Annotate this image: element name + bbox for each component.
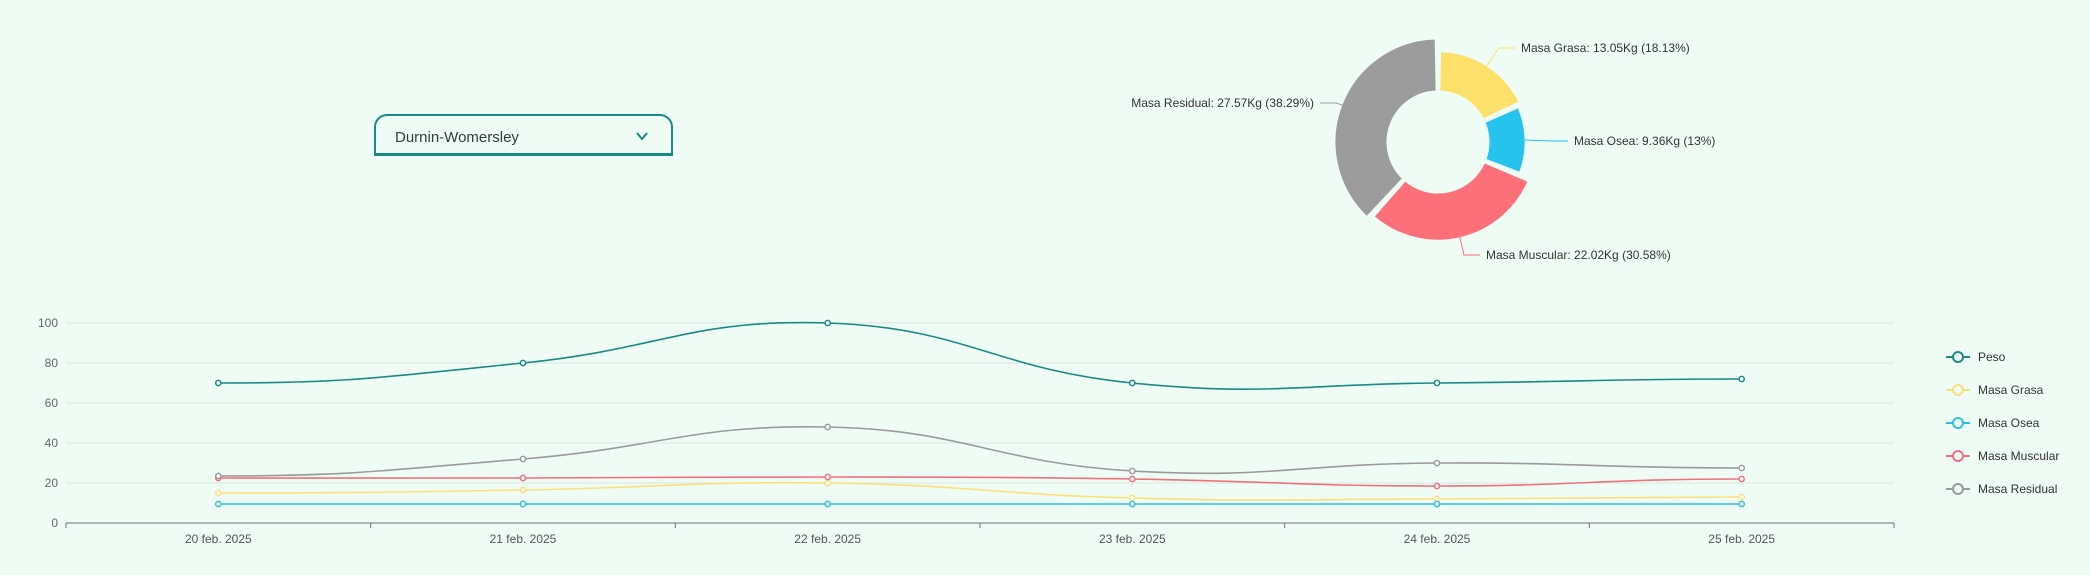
- data-point-masa-osea: [824, 500, 832, 508]
- x-tick-label: 24 feb. 2025: [1404, 532, 1471, 546]
- data-point-masa-grasa: [1738, 493, 1746, 501]
- data-point-masa-grasa: [519, 486, 527, 494]
- legend-label: Peso: [1978, 350, 2006, 364]
- data-point-masa-osea: [214, 500, 222, 508]
- pie-slice-masa-grasa: [1437, 49, 1522, 122]
- pie-slice-masa-residual: [1332, 36, 1439, 220]
- data-point-masa-residual: [824, 423, 832, 431]
- y-tick-label: 20: [45, 476, 59, 490]
- x-tick-label: 25 feb. 2025: [1708, 532, 1775, 546]
- y-tick-label: 100: [38, 316, 58, 330]
- data-point-masa-grasa: [1433, 495, 1441, 503]
- data-point-peso: [1128, 379, 1136, 387]
- data-point-masa-muscular: [1128, 475, 1136, 483]
- data-point-peso: [1738, 375, 1746, 383]
- data-point-masa-osea: [519, 500, 527, 508]
- data-point-peso: [519, 359, 527, 367]
- legend-label: Masa Grasa: [1978, 383, 2044, 397]
- data-point-masa-residual: [214, 472, 222, 480]
- data-point-masa-muscular: [214, 474, 222, 482]
- pie-label-masa-grasa: Masa Grasa: 13.05Kg (18.13%): [1521, 41, 1690, 55]
- method-select[interactable]: Durnin-Womersley: [374, 114, 673, 156]
- series-line-peso: [218, 321, 1742, 390]
- data-point-masa-muscular: [519, 474, 527, 482]
- pie-label-masa-muscular: Masa Muscular: 22.02Kg (30.58%): [1486, 248, 1671, 262]
- data-point-peso: [824, 319, 832, 327]
- legend-item-masa-residual[interactable]: Masa Residual: [1946, 482, 2057, 496]
- pie-label-line-masa-grasa: [1485, 47, 1515, 68]
- data-point-masa-residual: [1433, 459, 1441, 467]
- legend-marker: [1952, 483, 1964, 495]
- data-point-masa-grasa: [1128, 494, 1136, 502]
- y-tick-label: 80: [45, 356, 59, 370]
- chevron-down-icon: [636, 132, 648, 141]
- x-tick-label: 20 feb. 2025: [185, 532, 252, 546]
- legend-label: Masa Residual: [1978, 482, 2057, 496]
- legend-label: Masa Muscular: [1978, 449, 2059, 463]
- data-point-masa-osea: [1128, 500, 1136, 508]
- data-point-peso: [214, 379, 222, 387]
- data-point-masa-muscular: [824, 473, 832, 481]
- series-line-masa-muscular: [218, 476, 1742, 487]
- x-tick-label: 22 feb. 2025: [794, 532, 861, 546]
- pie-label-masa-osea: Masa Osea: 9.36Kg (13%): [1574, 134, 1715, 148]
- legend-item-masa-osea[interactable]: Masa Osea: [1946, 416, 2040, 430]
- pie-slice-masa-osea: [1482, 105, 1528, 176]
- data-point-masa-grasa: [214, 489, 222, 497]
- pie-label-line-masa-residual: [1320, 102, 1343, 106]
- data-point-masa-residual: [519, 455, 527, 463]
- legend-marker: [1952, 450, 1964, 462]
- pie-label-line-masa-muscular: [1459, 236, 1480, 256]
- data-point-masa-muscular: [1738, 475, 1746, 483]
- x-tick-label: 21 feb. 2025: [490, 532, 557, 546]
- series-line-masa-residual: [218, 425, 1742, 477]
- data-point-masa-osea: [1738, 500, 1746, 508]
- pie-slice-masa-muscular: [1371, 160, 1531, 243]
- x-tick-label: 23 feb. 2025: [1099, 532, 1166, 546]
- legend-item-masa-grasa[interactable]: Masa Grasa: [1946, 383, 2044, 397]
- legend-item-masa-muscular[interactable]: Masa Muscular: [1946, 449, 2059, 463]
- pie-label-line-masa-osea: [1524, 139, 1568, 142]
- legend-item-peso[interactable]: Peso: [1946, 350, 2006, 364]
- series-line-masa-grasa: [218, 481, 1742, 501]
- method-select-value: Durnin-Womersley: [395, 129, 519, 146]
- data-point-peso: [1433, 379, 1441, 387]
- y-tick-label: 0: [51, 516, 58, 530]
- data-point-masa-grasa: [824, 479, 832, 487]
- legend-label: Masa Osea: [1978, 416, 2040, 430]
- y-tick-label: 40: [45, 436, 59, 450]
- data-point-masa-osea: [1433, 500, 1441, 508]
- line-chart: 0 20 40 60 80 100 20 feb. 2025 21 feb. 2025 22 f…: [38, 316, 1895, 546]
- legend-marker: [1952, 417, 1964, 429]
- data-point-masa-muscular: [1433, 482, 1441, 490]
- data-point-masa-residual: [1738, 464, 1746, 472]
- legend-marker: [1952, 351, 1964, 363]
- y-tick-label: 60: [45, 396, 59, 410]
- data-point-masa-residual: [1128, 467, 1136, 475]
- pie-label-masa-residual: Masa Residual: 27.57Kg (38.29%): [1131, 96, 1314, 110]
- legend-marker: [1952, 384, 1964, 396]
